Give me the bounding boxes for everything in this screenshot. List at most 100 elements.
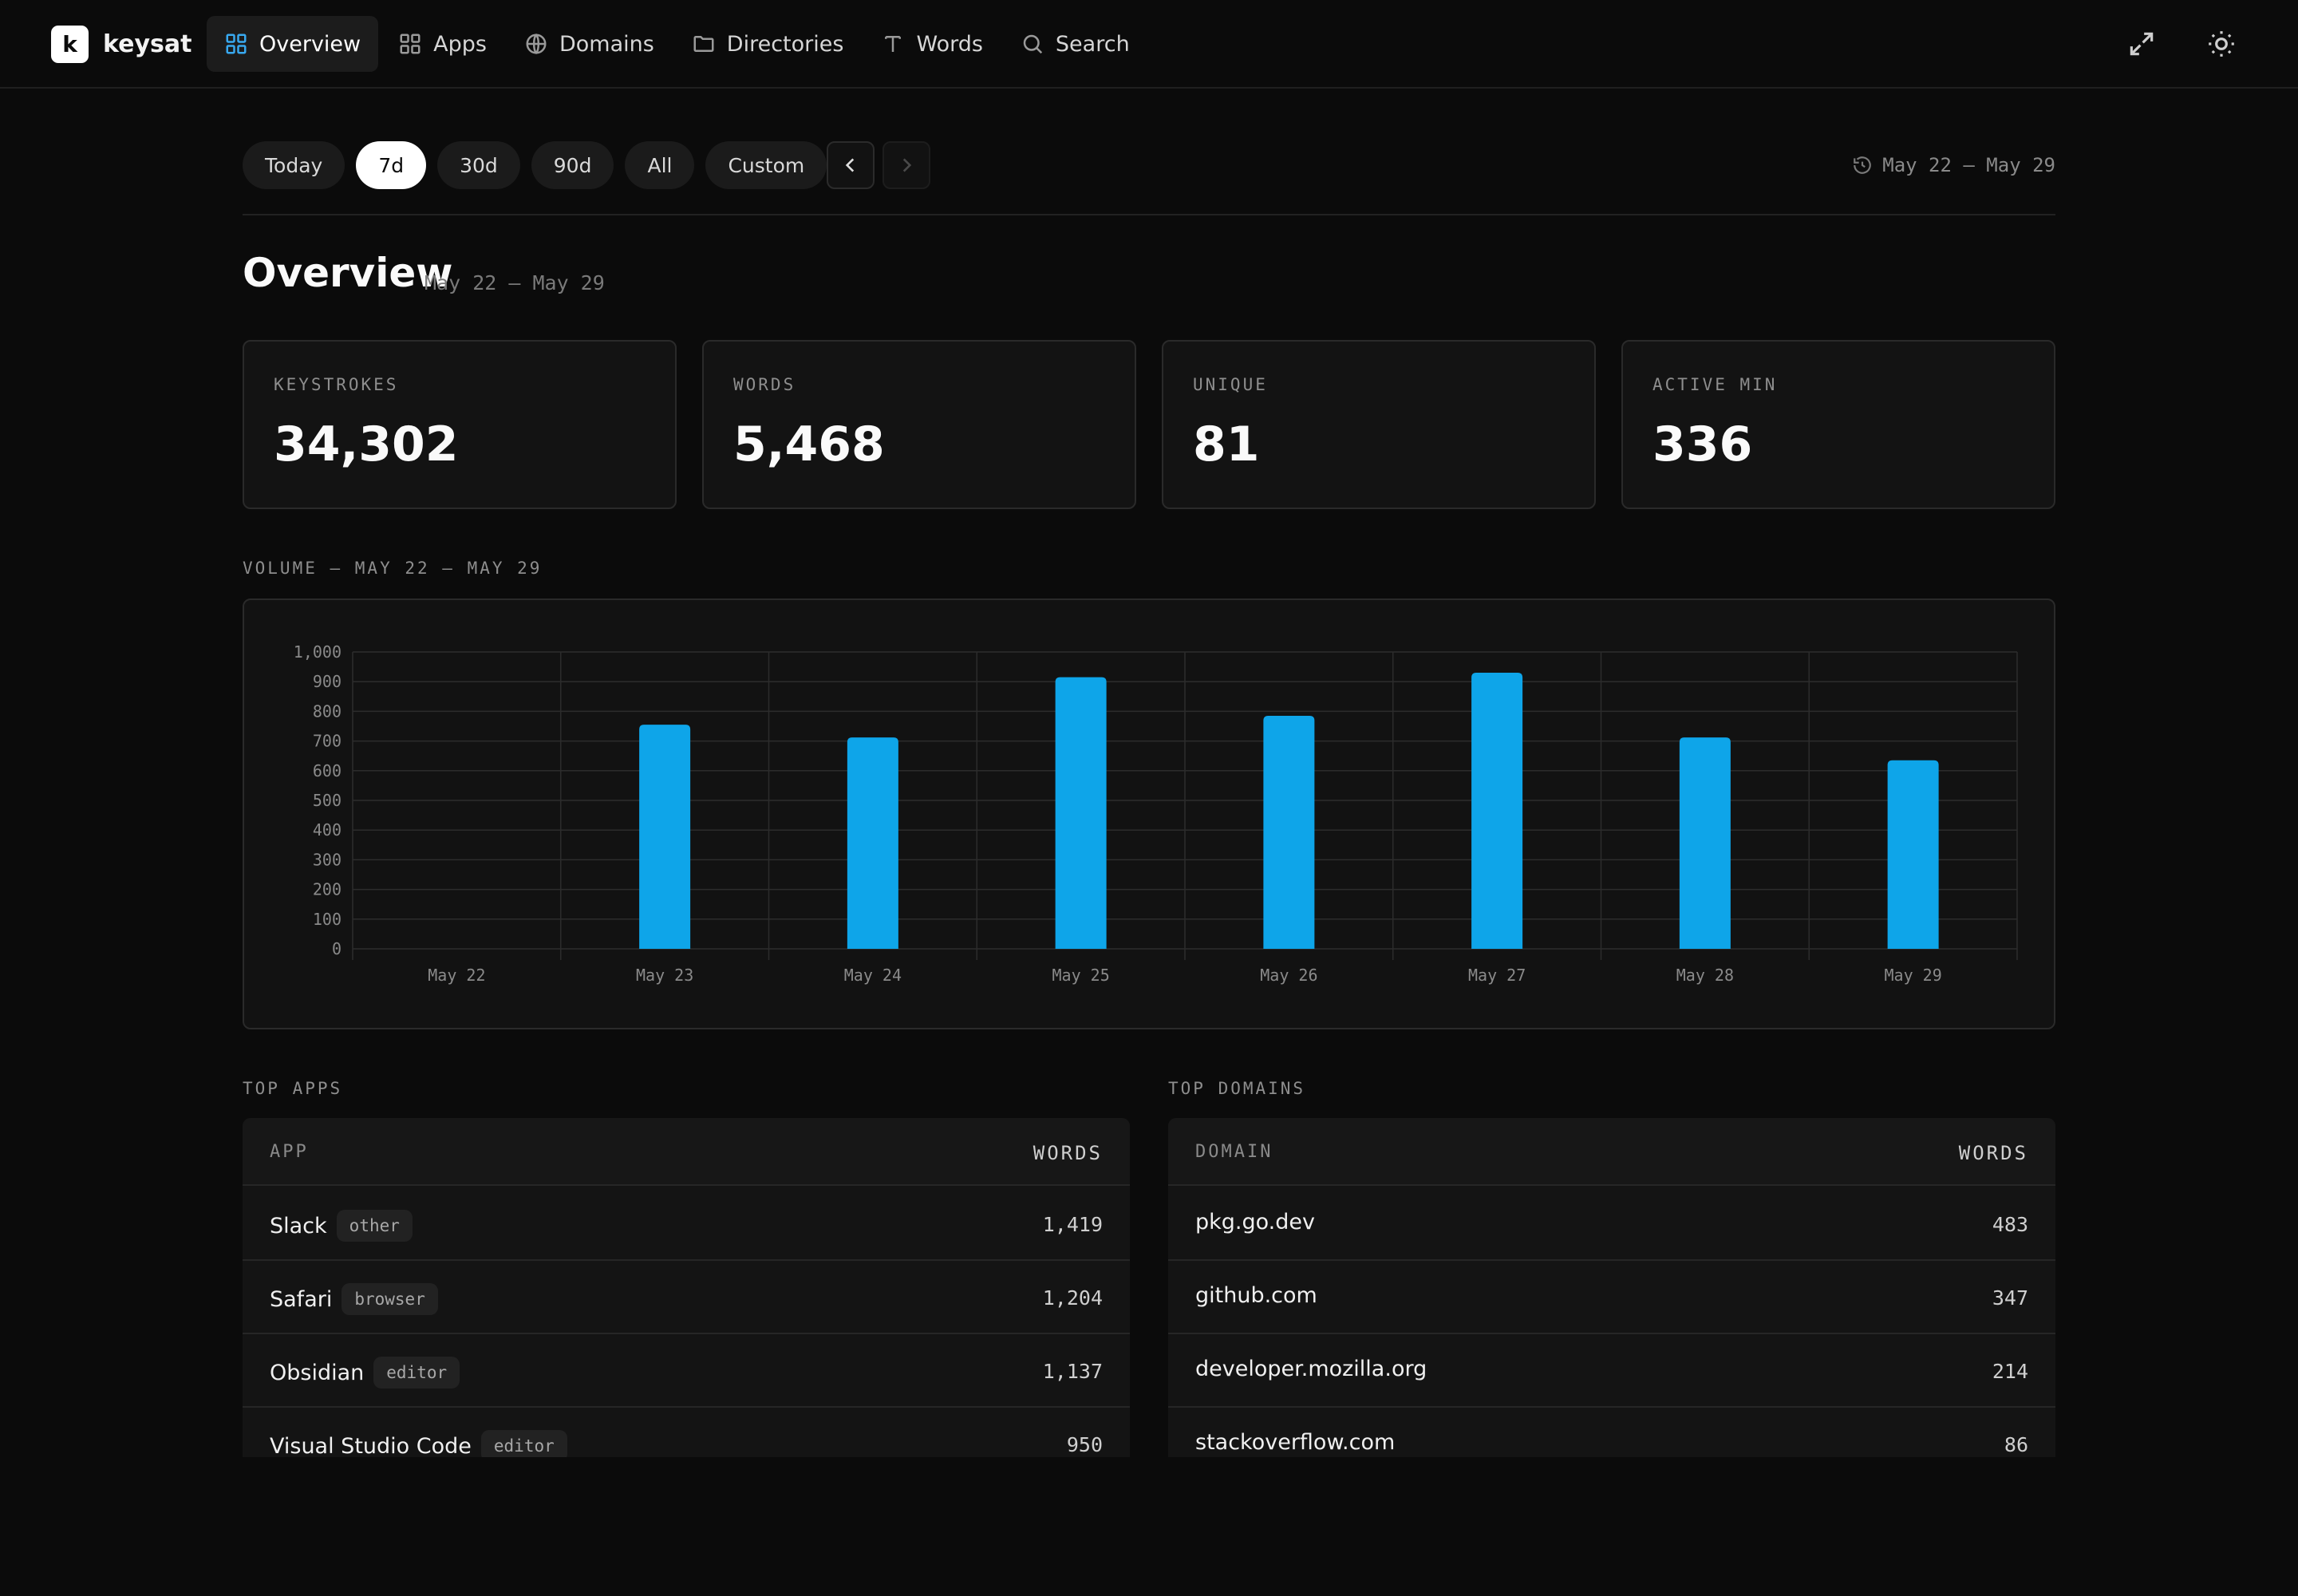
stat-value: 5,468	[733, 417, 885, 472]
word-count: 1,419	[1042, 1213, 1103, 1236]
main-nav: Overview Apps Domains Directories W	[207, 16, 1150, 72]
table-header: DOMAIN WORDS	[1168, 1118, 2055, 1186]
sun-icon	[2209, 31, 2234, 57]
nav-item-directories[interactable]: Directories	[674, 16, 862, 72]
stat-value: 34,302	[274, 417, 459, 472]
x-tick-label: May 26	[1260, 966, 1317, 985]
y-tick-label: 400	[313, 820, 342, 839]
app-category-tag: editor	[480, 1430, 567, 1457]
stat-value: 336	[1652, 417, 1753, 472]
expand-button[interactable]	[2126, 29, 2157, 59]
y-tick-label: 100	[313, 910, 342, 929]
bar	[1055, 677, 1107, 949]
x-tick-label: May 29	[1885, 966, 1942, 985]
stat-card-words: WORDS 5,468	[702, 340, 1136, 509]
folder-icon	[693, 36, 714, 52]
app-name-text: Safari	[270, 1286, 333, 1312]
nav-label: Apps	[433, 31, 487, 57]
app-name: Slack other	[270, 1210, 413, 1242]
bar	[639, 725, 691, 949]
nav-label: Domains	[559, 31, 654, 57]
app-name: Visual Studio Code editor	[270, 1430, 567, 1457]
x-tick-label: May 25	[1052, 966, 1110, 985]
table-row[interactable]: Visual Studio Code editor 950	[243, 1408, 1130, 1457]
table-row[interactable]: pkg.go.dev 483	[1168, 1187, 2055, 1261]
table-row[interactable]: Safari browser 1,204	[243, 1261, 1130, 1334]
volume-chart: 0 100 200 300 400 500 600 700 800 900 1,000 May 22 M…	[294, 642, 2018, 985]
table-row[interactable]: stackoverflow.com 86	[1168, 1408, 2055, 1457]
top-apps-table: APP WORDS Slack other 1,419 Safari brows…	[243, 1118, 1130, 1457]
brand[interactable]: k keysat	[51, 24, 192, 64]
word-count: 347	[1992, 1286, 2028, 1310]
apps-icon	[400, 34, 421, 54]
globe-icon	[526, 33, 547, 55]
top-apps-label: TOP APPS	[243, 1079, 343, 1098]
page-title: Overview	[243, 250, 453, 296]
word-count: 950	[1066, 1433, 1103, 1456]
stats-row: KEYSTROKES 34,302 WORDS 5,468 UNIQUE 81 …	[243, 340, 2055, 509]
filter-custom[interactable]: Custom	[705, 141, 827, 189]
nav-item-domains[interactable]: Domains	[507, 16, 672, 72]
divider	[243, 214, 2055, 215]
filter-today[interactable]: Today	[243, 141, 345, 189]
text-icon	[885, 36, 902, 52]
y-tick-label: 900	[313, 672, 342, 691]
stat-value: 81	[1193, 417, 1260, 472]
app-name: Obsidian editor	[270, 1357, 460, 1389]
y-tick-label: 600	[313, 761, 342, 780]
column-header-words: WORDS	[1958, 1142, 2028, 1164]
filter-7d[interactable]: 7d	[356, 141, 427, 189]
chevron-right-icon	[902, 158, 912, 172]
stat-label: WORDS	[733, 375, 796, 394]
app-category-tag: editor	[373, 1357, 460, 1389]
bar	[1471, 673, 1523, 949]
nav-item-words[interactable]: Words	[863, 16, 1000, 72]
nav-item-overview[interactable]: Overview	[207, 16, 379, 72]
nav-label: Directories	[726, 31, 844, 57]
expand-icon	[2130, 32, 2154, 56]
x-tick-label: May 24	[844, 966, 902, 985]
nav-item-apps[interactable]: Apps	[381, 16, 504, 72]
x-tick-label: May 28	[1676, 966, 1734, 985]
column-header-domain: DOMAIN	[1195, 1142, 1273, 1162]
filter-30d[interactable]: 30d	[437, 141, 520, 189]
domain-name: developer.mozilla.org	[1195, 1357, 1427, 1381]
column-header-words: WORDS	[1033, 1142, 1103, 1164]
chevron-left-icon	[845, 158, 855, 172]
table-row[interactable]: Obsidian editor 1,137	[243, 1334, 1130, 1408]
filter-all[interactable]: All	[625, 141, 695, 189]
app-name-text: Slack	[270, 1213, 327, 1238]
y-tick-label: 300	[313, 850, 342, 869]
nav-label: Overview	[259, 31, 361, 57]
word-count: 483	[1992, 1213, 2028, 1236]
range-label: May 22 – May 29	[1882, 154, 2055, 176]
table-header: APP WORDS	[243, 1118, 1130, 1186]
theme-toggle[interactable]	[2206, 29, 2237, 59]
nav-item-search[interactable]: Search	[1003, 16, 1147, 72]
y-tick-label: 200	[313, 880, 342, 899]
table-row[interactable]: github.com 347	[1168, 1261, 2055, 1334]
y-tick-label: 500	[313, 791, 342, 810]
x-tick-label: May 23	[636, 966, 693, 985]
domain-name: pkg.go.dev	[1195, 1210, 1315, 1235]
stat-label: UNIQUE	[1193, 375, 1268, 394]
stat-card-keystrokes: KEYSTROKES 34,302	[243, 340, 677, 509]
domain-name: stackoverflow.com	[1195, 1430, 1396, 1455]
table-row[interactable]: Slack other 1,419	[243, 1187, 1130, 1261]
top-domains-label: TOP DOMAINS	[1168, 1079, 1306, 1098]
search-icon	[1023, 34, 1043, 54]
top-domains-table: DOMAIN WORDS pkg.go.dev 483 github.com 3…	[1168, 1118, 2055, 1457]
bar	[1263, 715, 1315, 949]
stat-card-unique: UNIQUE 81	[1162, 340, 1596, 509]
nav-label: Search	[1055, 31, 1130, 57]
word-count: 1,137	[1042, 1360, 1103, 1383]
word-count: 1,204	[1042, 1286, 1103, 1310]
stat-card-active-min: ACTIVE MIN 336	[1621, 340, 2055, 509]
domain-name: github.com	[1195, 1283, 1317, 1308]
prev-range-button[interactable]	[827, 141, 875, 189]
next-range-button[interactable]	[882, 141, 930, 189]
table-row[interactable]: developer.mozilla.org 214	[1168, 1334, 2055, 1408]
filter-90d[interactable]: 90d	[531, 141, 614, 189]
grid-icon	[226, 34, 247, 54]
word-count: 214	[1992, 1360, 2028, 1383]
